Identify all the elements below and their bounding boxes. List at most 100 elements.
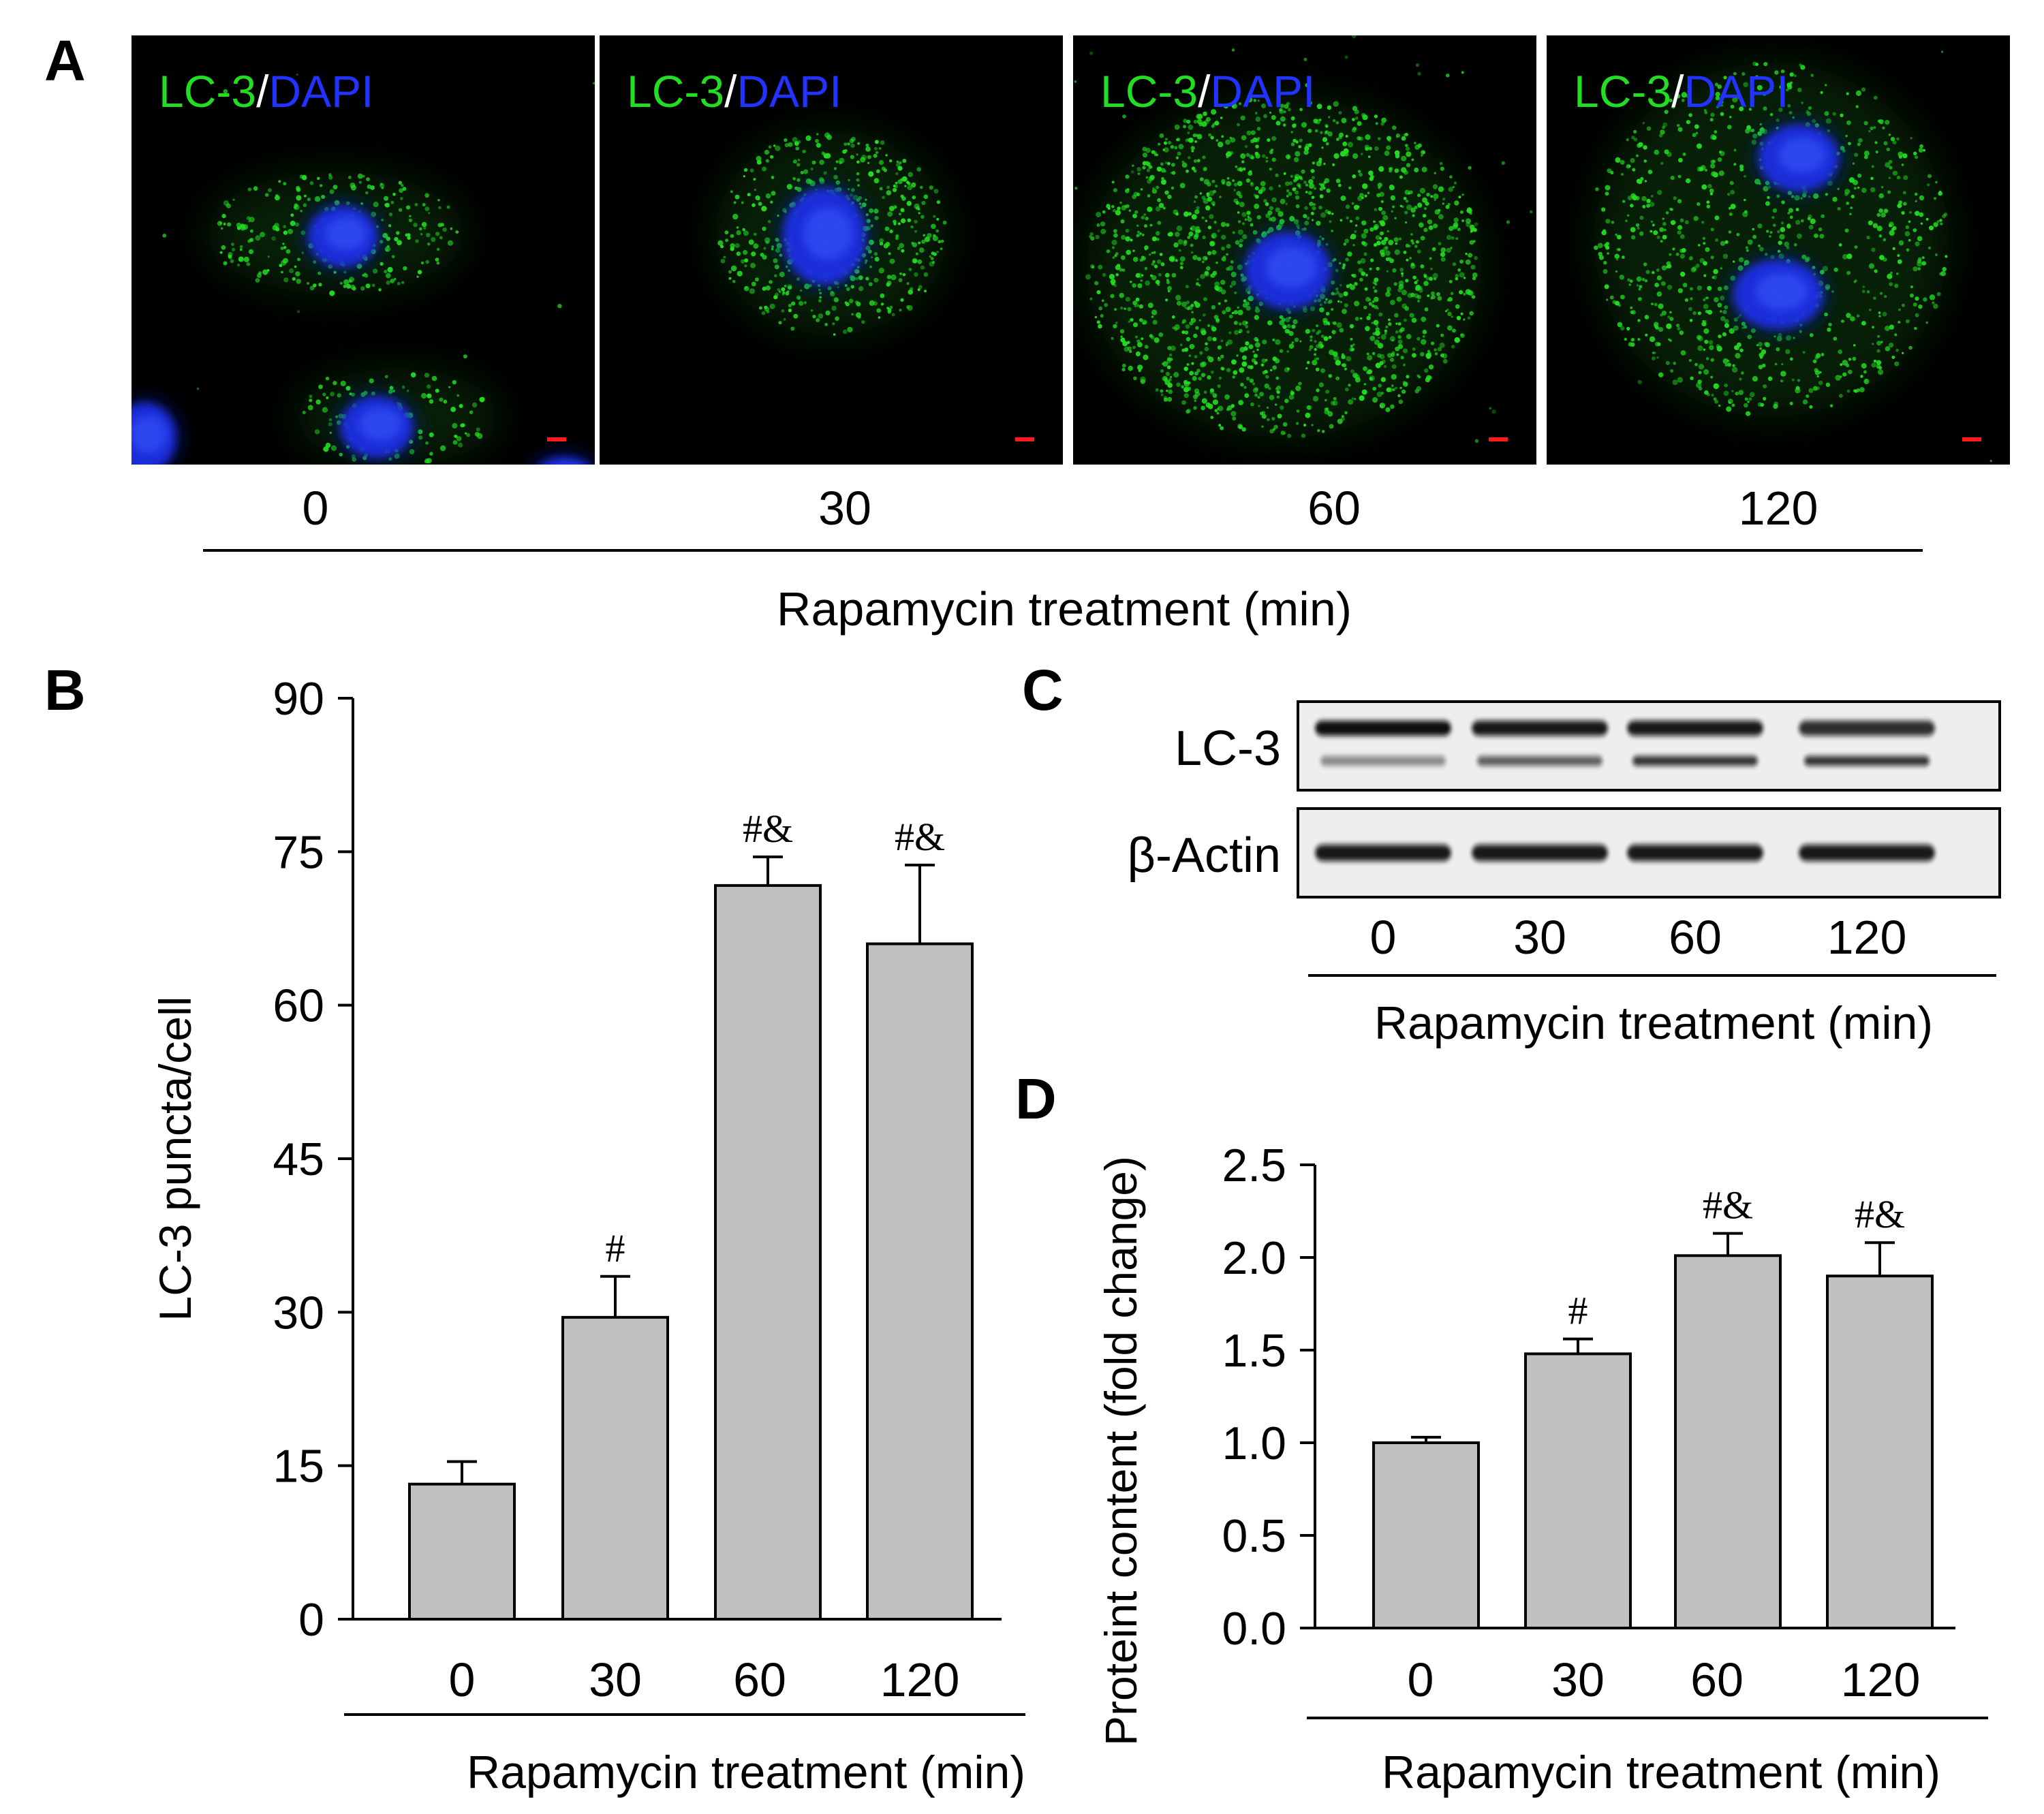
lc3-punctum	[1307, 191, 1312, 196]
lc3-punctum	[1713, 172, 1718, 178]
lc3-punctum	[1468, 253, 1473, 258]
lc3-punctum	[1422, 214, 1427, 218]
lc3-punctum	[1327, 410, 1330, 413]
lc3-punctum	[784, 138, 788, 142]
lc3-punctum	[1438, 186, 1444, 192]
lc3-punctum	[1615, 157, 1621, 163]
lc3-punctum	[1829, 404, 1833, 407]
lc3-punctum	[1473, 228, 1477, 232]
lc3-punctum	[1890, 137, 1895, 142]
lc3-punctum	[1861, 363, 1867, 369]
lc3-punctum	[1739, 377, 1742, 381]
lc3-punctum	[893, 187, 897, 192]
lc3-punctum	[911, 182, 916, 188]
lc3-punctum	[1905, 319, 1910, 324]
lc3-punctum	[865, 259, 868, 262]
lc3-punctum	[1630, 306, 1633, 309]
y-tick-label: 1.5	[1222, 1325, 1286, 1377]
lc3-punctum	[1229, 285, 1233, 288]
lc3-punctum	[876, 169, 880, 174]
lc3-punctum	[1325, 390, 1330, 394]
lc3-punctum	[1312, 360, 1318, 366]
lc3-punctum	[1400, 327, 1405, 332]
lc3-punctum	[879, 242, 884, 246]
lc3-punctum	[1338, 111, 1342, 115]
lc3-punctum	[1255, 116, 1261, 122]
lc3-punctum	[1349, 283, 1352, 286]
lc3-punctum	[1824, 111, 1829, 116]
lc3-punctum	[1391, 364, 1397, 369]
lc3-punctum	[907, 185, 912, 191]
lc3-punctum	[1868, 263, 1874, 269]
lc3-punctum	[1910, 137, 1913, 140]
lc3-punctum	[770, 200, 773, 204]
lc3-punctum	[469, 410, 474, 414]
lc3-punctum	[1344, 238, 1350, 243]
lc3-punctum	[1335, 268, 1339, 272]
lc3-punctum	[1239, 322, 1242, 326]
lc3-punctum	[1410, 292, 1415, 298]
lc3-punctum	[1254, 194, 1259, 199]
lc3-punctum	[843, 142, 848, 146]
lc3-punctum	[898, 278, 903, 283]
lc3-punctum	[1459, 272, 1465, 278]
lc3-punctum	[736, 230, 741, 236]
lc3-punctum	[1859, 387, 1865, 392]
lc3-punctum	[1744, 263, 1746, 266]
lc3-punctum	[230, 259, 234, 264]
lc3-punctum	[850, 155, 854, 159]
lc3-punctum	[1403, 133, 1407, 137]
lc3-punctum	[720, 258, 726, 264]
lc3-punctum	[1392, 268, 1397, 273]
lc3-punctum	[1610, 170, 1614, 174]
lc3-punctum	[333, 270, 337, 274]
lc3-punctum	[1168, 353, 1173, 357]
lc3-punctum	[920, 215, 925, 219]
lc3-punctum	[1335, 360, 1341, 366]
lc3-punctum	[1744, 198, 1746, 202]
lc3-punctum	[1221, 247, 1225, 251]
lc3-punctum	[1139, 258, 1143, 262]
lc3-punctum	[1294, 190, 1299, 195]
lc3-punctum	[1438, 208, 1441, 212]
lc3-punctum	[1428, 225, 1434, 230]
lc3-punctum	[1380, 252, 1386, 257]
lc3-punctum	[1189, 343, 1195, 349]
lc3-punctum	[1915, 241, 1920, 247]
lc3-punctum	[1637, 179, 1643, 185]
lc3-punctum	[309, 181, 314, 185]
lc3-punctum	[1298, 185, 1301, 187]
lc3-punctum	[303, 194, 307, 198]
lc3-punctum	[1239, 367, 1245, 373]
lc3-punctum	[1892, 140, 1897, 145]
lc3-punctum	[1917, 236, 1923, 242]
lc3-punctum	[1233, 310, 1238, 315]
lc3-punctum	[1167, 285, 1172, 291]
lc3-punctum	[358, 181, 362, 184]
lc3-punctum	[1855, 105, 1859, 108]
lc3-punctum	[1231, 311, 1235, 315]
lc3-punctum	[1344, 303, 1348, 308]
lc3-punctum	[1184, 330, 1189, 335]
lc3-punctum	[454, 435, 456, 438]
lc3-punctum	[1765, 253, 1768, 256]
lc3-punctum	[1735, 392, 1739, 396]
lc3-punctum	[1660, 129, 1665, 135]
lc3-punctum	[761, 311, 766, 315]
lc3-punctum	[1399, 268, 1404, 272]
lc3-punctum	[1809, 333, 1814, 337]
lc3-punctum	[1151, 150, 1156, 154]
dapi-nucleus-core	[1265, 247, 1317, 289]
lc3-punctum	[1293, 123, 1297, 127]
lc3-punctum	[771, 245, 775, 249]
lc3-punctum	[1690, 376, 1694, 380]
lc3-punctum	[923, 272, 929, 277]
lc3-punctum	[1201, 216, 1205, 219]
scale-bar	[547, 437, 566, 441]
lc3-punctum	[1694, 362, 1698, 366]
lc3-punctum	[786, 184, 792, 190]
lc3-punctum	[1680, 350, 1686, 356]
cytoplasm-glow	[1594, 63, 1949, 417]
lc3-punctum	[865, 143, 869, 147]
lc3-punctum	[1246, 377, 1250, 381]
